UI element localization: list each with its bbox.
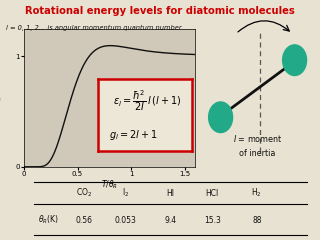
Text: $I$ = moment: $I$ = moment xyxy=(233,133,283,144)
Text: 88: 88 xyxy=(252,216,261,225)
Text: H$_2$: H$_2$ xyxy=(252,187,262,199)
Text: $g_l = 2l+1$: $g_l = 2l+1$ xyxy=(109,128,158,142)
Text: $\theta_R$(K): $\theta_R$(K) xyxy=(38,214,59,227)
Text: HCl: HCl xyxy=(205,189,219,198)
Text: HI: HI xyxy=(166,189,174,198)
Text: 0.053: 0.053 xyxy=(115,216,137,225)
Text: $\varepsilon_l = \dfrac{\hbar^2}{2I}\,l\,(l+1)$: $\varepsilon_l = \dfrac{\hbar^2}{2I}\,l\… xyxy=(113,88,181,113)
Text: 9.4: 9.4 xyxy=(164,216,177,225)
Text: Rotational energy levels for diatomic molecules: Rotational energy levels for diatomic mo… xyxy=(25,6,295,16)
X-axis label: $T/\theta_R$: $T/\theta_R$ xyxy=(101,178,118,191)
Circle shape xyxy=(209,102,233,132)
Text: I$_2$: I$_2$ xyxy=(122,187,130,199)
Y-axis label: $C/k_B$: $C/k_B$ xyxy=(0,92,2,105)
Text: CO$_2$: CO$_2$ xyxy=(76,187,92,199)
Circle shape xyxy=(283,45,307,76)
Text: of inertia: of inertia xyxy=(239,149,276,158)
Text: 0.56: 0.56 xyxy=(76,216,93,225)
Text: l = 0, 1, 2... is angular momentum quantum number: l = 0, 1, 2... is angular momentum quant… xyxy=(6,25,182,31)
Text: 15.3: 15.3 xyxy=(204,216,220,225)
